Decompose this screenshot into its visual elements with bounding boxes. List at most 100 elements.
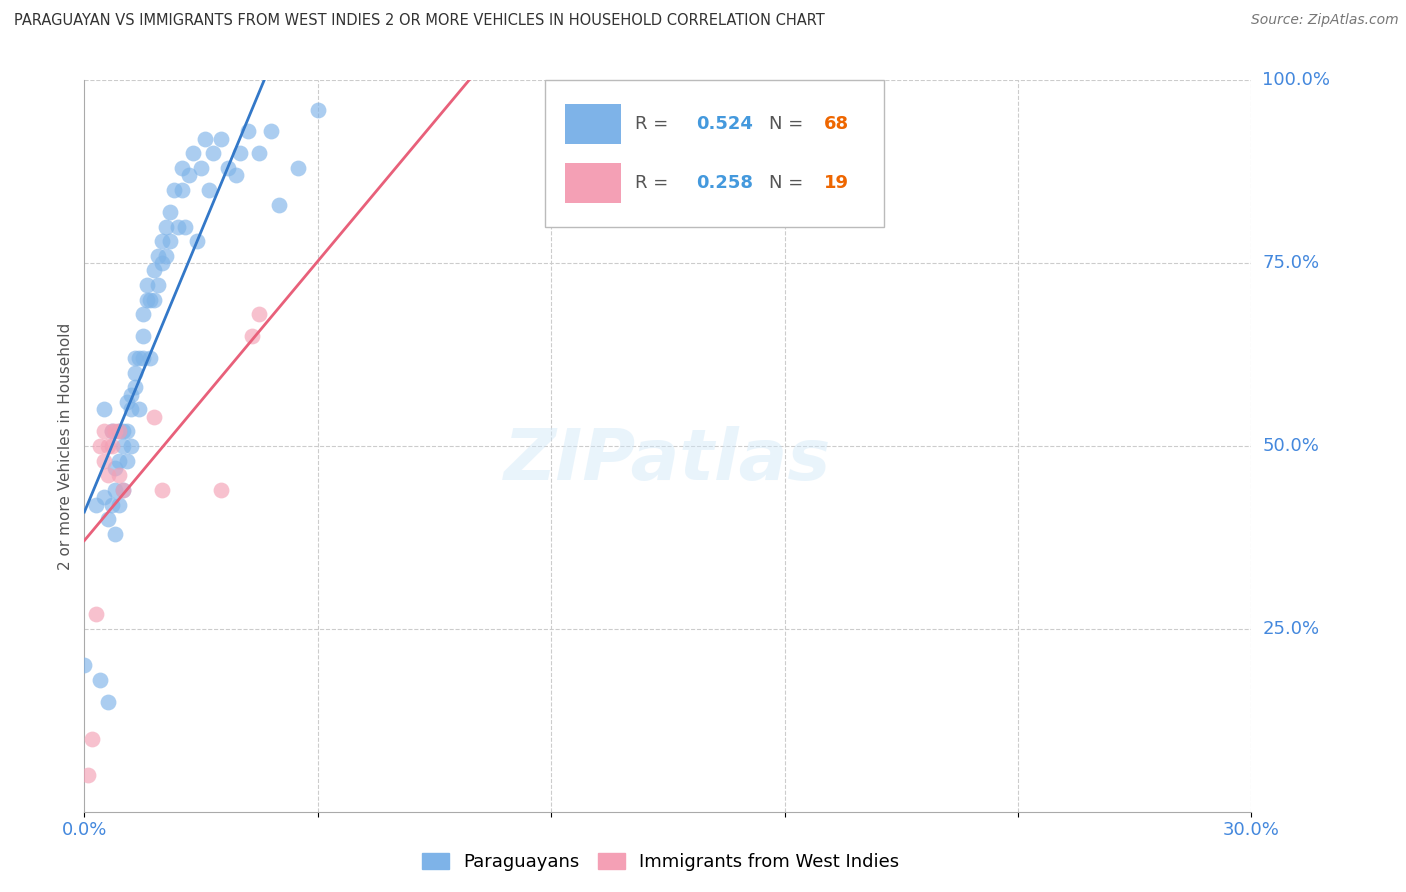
Point: [155, 219, 177, 234]
Point: [112, 439, 135, 453]
Point: [135, 278, 157, 293]
Point: [217, 161, 239, 175]
Point: [170, 161, 193, 175]
Text: R =: R =: [636, 174, 673, 192]
Point: [104, 425, 127, 439]
Text: 19: 19: [824, 174, 849, 192]
Point: [236, 124, 259, 138]
Point: [260, 124, 283, 138]
Point: [287, 161, 309, 175]
Point: [225, 169, 247, 183]
Point: [112, 483, 135, 497]
Text: N =: N =: [769, 115, 810, 133]
Point: [170, 183, 193, 197]
Point: [115, 395, 138, 409]
Point: [82, 731, 104, 746]
Point: [159, 234, 181, 248]
Point: [198, 183, 221, 197]
Point: [201, 146, 224, 161]
Point: [108, 425, 131, 439]
FancyBboxPatch shape: [565, 162, 621, 202]
Point: [93, 453, 115, 467]
Point: [93, 425, 115, 439]
Point: [150, 483, 173, 497]
Point: [148, 278, 170, 293]
Text: 100.0%: 100.0%: [1263, 71, 1330, 89]
Text: 68: 68: [824, 115, 849, 133]
Point: [104, 526, 127, 541]
Point: [139, 293, 162, 307]
Point: [181, 146, 204, 161]
Point: [155, 249, 177, 263]
Point: [100, 425, 122, 439]
Point: [132, 351, 155, 366]
Point: [73, 658, 96, 673]
Point: [84, 607, 107, 622]
Point: [108, 453, 131, 467]
Text: Source: ZipAtlas.com: Source: ZipAtlas.com: [1251, 13, 1399, 28]
Point: [124, 351, 146, 366]
Point: [190, 161, 212, 175]
Point: [186, 234, 208, 248]
Point: [97, 468, 120, 483]
Point: [120, 402, 142, 417]
Point: [209, 483, 232, 497]
Point: [93, 402, 115, 417]
Text: 25.0%: 25.0%: [1263, 620, 1320, 638]
Point: [247, 146, 270, 161]
Text: N =: N =: [769, 174, 810, 192]
Point: [209, 132, 232, 146]
Point: [97, 439, 120, 453]
Point: [150, 234, 173, 248]
Point: [174, 219, 197, 234]
Point: [97, 695, 120, 709]
Point: [77, 768, 100, 782]
Point: [128, 402, 150, 417]
Text: PARAGUAYAN VS IMMIGRANTS FROM WEST INDIES 2 OR MORE VEHICLES IN HOUSEHOLD CORREL: PARAGUAYAN VS IMMIGRANTS FROM WEST INDIE…: [14, 13, 825, 29]
Point: [150, 256, 173, 270]
Point: [104, 461, 127, 475]
Point: [148, 249, 170, 263]
Point: [143, 409, 166, 424]
Point: [112, 483, 135, 497]
Point: [104, 483, 127, 497]
Point: [124, 380, 146, 394]
Point: [93, 490, 115, 504]
Point: [120, 388, 142, 402]
Point: [115, 425, 138, 439]
Point: [128, 351, 150, 366]
Text: ZIPatlas: ZIPatlas: [505, 426, 831, 495]
Point: [108, 498, 131, 512]
Point: [240, 329, 263, 343]
Text: 50.0%: 50.0%: [1263, 437, 1319, 455]
Point: [143, 293, 166, 307]
Point: [229, 146, 252, 161]
Point: [179, 169, 201, 183]
Text: 0.258: 0.258: [696, 174, 752, 192]
Point: [163, 183, 186, 197]
Point: [112, 425, 135, 439]
FancyBboxPatch shape: [546, 80, 884, 227]
FancyBboxPatch shape: [565, 104, 621, 145]
Point: [84, 498, 107, 512]
Point: [124, 366, 146, 380]
Text: R =: R =: [636, 115, 673, 133]
Point: [307, 103, 329, 117]
Point: [159, 205, 181, 219]
Point: [100, 498, 122, 512]
Point: [89, 673, 111, 687]
Text: 75.0%: 75.0%: [1263, 254, 1320, 272]
Point: [108, 425, 131, 439]
Point: [115, 453, 138, 467]
Point: [132, 307, 155, 321]
Text: 0.524: 0.524: [696, 115, 752, 133]
Point: [120, 439, 142, 453]
Point: [143, 263, 166, 277]
Legend: Paraguayans, Immigrants from West Indies: Paraguayans, Immigrants from West Indies: [415, 846, 907, 879]
Point: [166, 219, 188, 234]
Point: [132, 329, 155, 343]
Point: [267, 197, 290, 211]
Y-axis label: 2 or more Vehicles in Household: 2 or more Vehicles in Household: [58, 322, 73, 570]
Point: [97, 512, 120, 526]
Point: [139, 351, 162, 366]
